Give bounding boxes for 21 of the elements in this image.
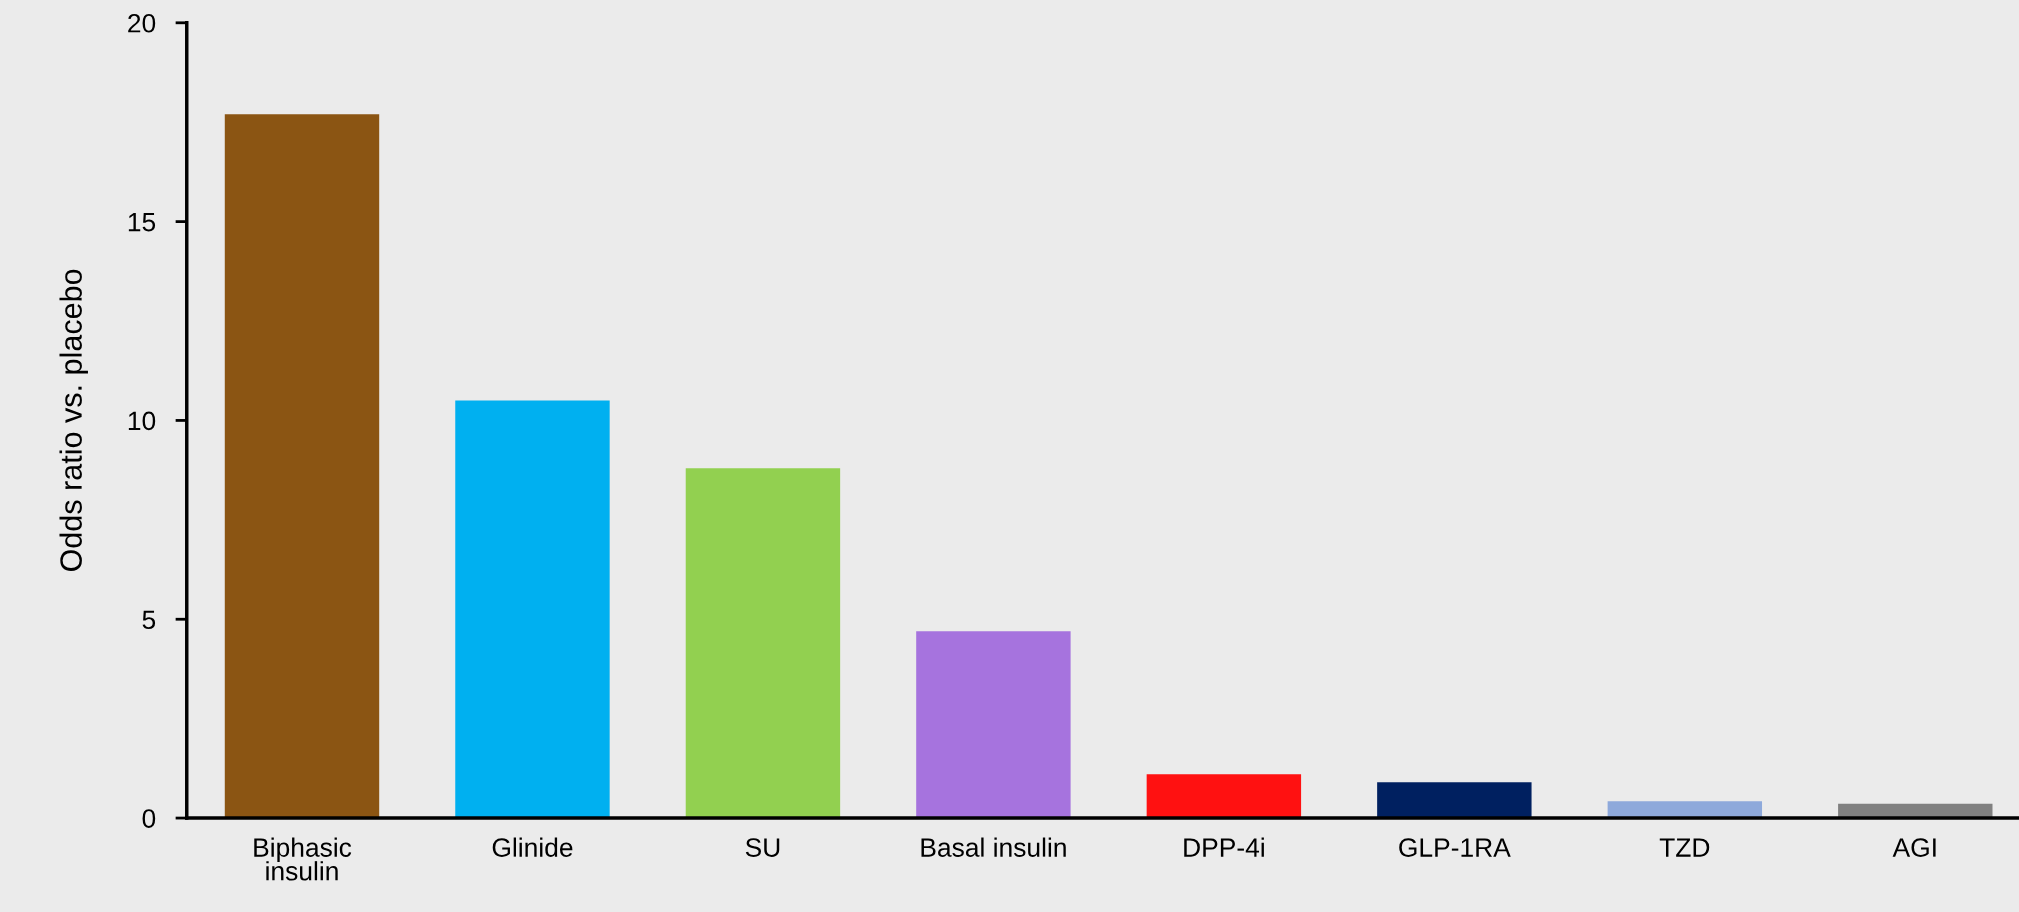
x-tick-label: SU bbox=[745, 838, 780, 857]
y-tick-label: 10 bbox=[128, 411, 156, 431]
bar bbox=[224, 114, 380, 819]
y-tick-label: 15 bbox=[128, 213, 156, 232]
x-tick-label: Biphasic insulin bbox=[254, 837, 352, 881]
y-tick-label: 20 bbox=[128, 13, 156, 33]
y-axis-title: Odds ratio vs. placebo bbox=[59, 269, 88, 571]
x-tick-label: Glinide bbox=[492, 837, 573, 857]
x-tick-label: Basal insulin bbox=[921, 837, 1066, 857]
x-tick-label: GLP-1RA bbox=[1399, 838, 1511, 857]
bar bbox=[685, 468, 841, 819]
x-tick-label: DPP-4i bbox=[1184, 837, 1264, 857]
bar bbox=[455, 400, 610, 819]
y-tick-label: 0 bbox=[142, 809, 156, 828]
x-tick-label: AGI bbox=[1892, 838, 1936, 857]
bar bbox=[1607, 801, 1763, 819]
x-tick-label: TZD bbox=[1659, 838, 1710, 857]
bar bbox=[1377, 782, 1532, 819]
y-tick-label: 5 bbox=[142, 610, 156, 630]
bar bbox=[1146, 774, 1302, 819]
bar bbox=[916, 631, 1071, 819]
